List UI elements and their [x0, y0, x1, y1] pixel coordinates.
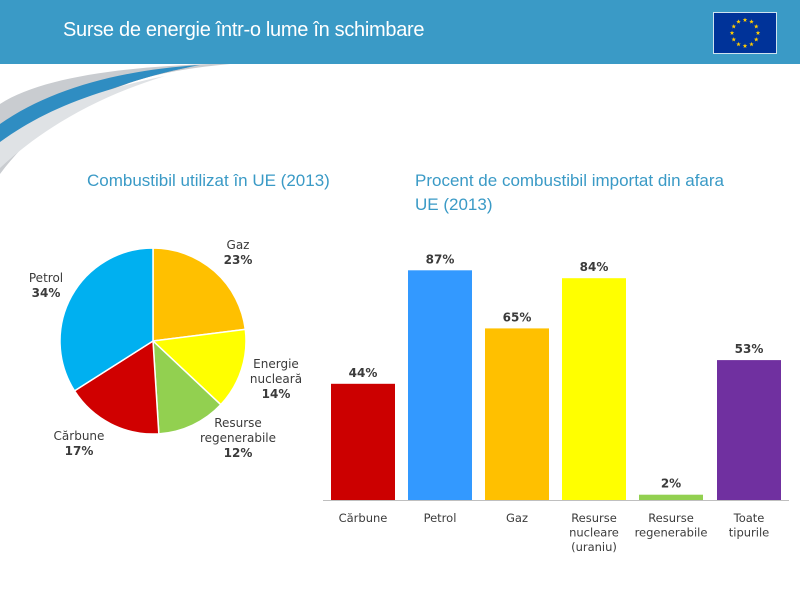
- bar-category-label: tipurile: [729, 526, 770, 540]
- flag-star: [749, 19, 754, 24]
- pie-slice-label: nucleară: [250, 372, 302, 386]
- pie-slice: [152, 247, 247, 342]
- decorative-swoosh: [0, 64, 230, 174]
- bar-category-label: nucleare: [569, 526, 619, 540]
- bar-category-label: Toate: [733, 511, 765, 525]
- bar-category-label: Petrol: [424, 511, 457, 525]
- pie-slice-label: Energie: [253, 357, 299, 371]
- bar-value-label: 65%: [503, 310, 532, 324]
- bar-value-label: 2%: [661, 477, 681, 491]
- bar-chart-title-line: UE (2013): [415, 195, 493, 214]
- flag-star: [729, 30, 735, 35]
- eu-flag-icon: [713, 12, 777, 54]
- bar-category-label: Resurse: [571, 511, 617, 525]
- pie-slice: [59, 247, 154, 392]
- flag-star: [749, 41, 754, 47]
- bar-chart-title: Procent de combustibil importat din afar…: [415, 169, 745, 217]
- pie-slice-label: regenerabile: [200, 431, 276, 445]
- bar: [408, 270, 472, 500]
- flag-star: [753, 37, 759, 42]
- bar: [562, 278, 626, 500]
- flag-star: [731, 37, 737, 42]
- pie-slice-label: Cărbune: [54, 429, 105, 443]
- pie-slice-label: Resurse: [214, 416, 262, 430]
- pie-chart-title: Combustibil utilizat în UE (2013): [87, 171, 330, 190]
- page-title: Surse de energie într-o lume în schimbar…: [63, 19, 425, 41]
- flag-star: [755, 30, 761, 35]
- bar-value-label: 87%: [426, 252, 455, 266]
- bar-category-label: regenerabile: [635, 526, 708, 540]
- pie-slice: [73, 339, 160, 435]
- eu-flag-stars: [729, 17, 761, 48]
- header-bar: Surse de energie într-o lume în schimbar…: [0, 0, 800, 64]
- pie-slice-value: 17%: [65, 444, 94, 458]
- bar-value-label: 44%: [349, 366, 378, 380]
- bar: [717, 360, 781, 500]
- pie-slice-label: Gaz: [227, 238, 250, 252]
- flag-star: [736, 41, 741, 47]
- flag-star: [731, 24, 737, 29]
- bar-value-label: 84%: [580, 260, 609, 274]
- bar: [485, 328, 549, 500]
- bar-chart-title-line: Procent de combustibil importat din afar…: [415, 171, 724, 190]
- bar-category-label: Gaz: [506, 511, 528, 525]
- bar: [331, 383, 395, 500]
- pie-slice-label: Petrol: [29, 271, 63, 285]
- pie-slice-value: 23%: [224, 253, 253, 267]
- pie-slice: [152, 339, 222, 435]
- bar: [639, 494, 703, 500]
- pie-slice-value: 34%: [32, 286, 61, 300]
- flag-star: [753, 24, 759, 29]
- bar-category-label: Cărbune: [339, 511, 388, 525]
- bar-category-label: (uraniu): [571, 540, 617, 554]
- flag-star: [742, 43, 748, 48]
- flag-star: [736, 19, 741, 24]
- pie-slice-value: 14%: [262, 387, 291, 401]
- pie-slice-value: 12%: [224, 446, 253, 460]
- pie-slice: [151, 328, 247, 406]
- bar-category-label: Resurse: [648, 511, 694, 525]
- bar-value-label: 53%: [735, 342, 764, 356]
- flag-star: [742, 17, 748, 22]
